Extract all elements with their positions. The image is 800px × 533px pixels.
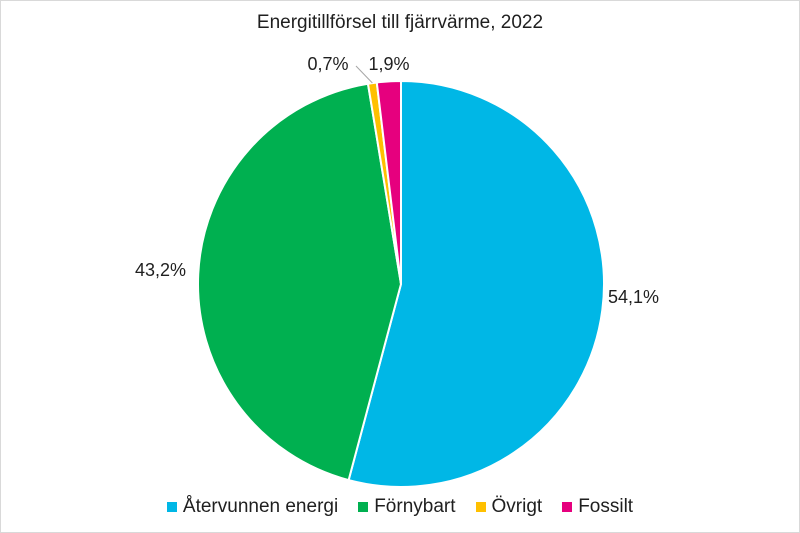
leader-line-ovrigt <box>355 65 373 84</box>
legend-label: Förnybart <box>374 496 456 517</box>
legend-swatch <box>166 502 177 512</box>
chart-title: Energitillförsel till fjärrvärme, 2022 <box>256 12 544 33</box>
data-label-fossilt: 1,9% <box>368 54 409 74</box>
legend-label: Fossilt <box>578 496 634 517</box>
legend-swatch <box>475 502 486 512</box>
legend-swatch <box>358 502 369 512</box>
legend-label: Återvunnen energi <box>182 496 339 517</box>
slice-fossilt <box>375 79 402 285</box>
legend-item-fornybart: Förnybart <box>358 496 456 518</box>
pie-slices <box>197 79 605 488</box>
data-label-ovrigt: 0,7% <box>307 54 348 74</box>
data-label-fornybart: 43,2% <box>135 260 186 280</box>
legend-item-fossilt: Fossilt <box>562 496 633 518</box>
legend: Återvunnen energi Förnybart Övrigt Fossi… <box>0 496 800 518</box>
slice-atervunnen <box>347 79 605 488</box>
data-label-atervunnen: 54,1% <box>608 287 659 307</box>
slice-fornybart <box>197 82 403 482</box>
leader-lines <box>355 65 373 84</box>
data-labels: 54,1% 43,2% 0,7% 1,9% <box>135 54 659 307</box>
legend-item-atervunnen: Återvunnen energi <box>166 496 339 518</box>
legend-item-ovrigt: Övrigt <box>475 496 543 518</box>
legend-label: Övrigt <box>491 496 543 517</box>
legend-swatch <box>562 502 573 512</box>
